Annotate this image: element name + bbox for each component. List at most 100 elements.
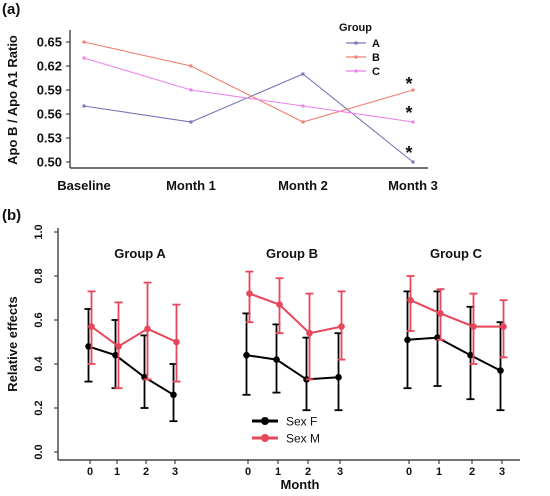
x-tick-label: Month 3 bbox=[388, 178, 438, 193]
series-point-sex-m bbox=[500, 323, 507, 330]
facet-group-c: Group C 0 1 2 3 bbox=[403, 246, 508, 478]
series-point-sex-m bbox=[144, 325, 151, 333]
series-point-sex-f bbox=[467, 351, 474, 359]
panel-a-y-ticks: 0.65 0.62 0.59 0.56 0.53 0.50 bbox=[37, 35, 70, 170]
facet-group-a: Group A 0 1 2 3 bbox=[84, 246, 181, 478]
y-tick-label: 0.53 bbox=[37, 131, 62, 146]
series-point-sex-m bbox=[115, 343, 122, 350]
series-point-c bbox=[411, 120, 415, 124]
significance-star: * bbox=[405, 103, 412, 123]
series-point-sex-m bbox=[306, 329, 313, 337]
series-point-sex-m bbox=[407, 296, 414, 304]
legend-swatch-marker bbox=[354, 55, 358, 59]
legend-label: Sex F bbox=[286, 415, 317, 429]
facet-title: Group A bbox=[114, 246, 166, 261]
y-tick-label: 0.50 bbox=[37, 155, 62, 170]
series-point-a bbox=[301, 72, 305, 76]
panel-b-y-axis-label: Relative effects bbox=[5, 296, 20, 391]
x-tick-label: 2 bbox=[469, 466, 475, 478]
facet-title: Group C bbox=[430, 246, 483, 261]
x-tick-label: 3 bbox=[172, 466, 178, 478]
series-point-a bbox=[82, 104, 86, 108]
panel-a-x-ticks: Baseline Month 1 Month 2 Month 3 bbox=[57, 178, 438, 193]
panel-a-label: (a) bbox=[2, 1, 20, 18]
series-point-c bbox=[189, 88, 193, 92]
x-tick-label: 1 bbox=[114, 466, 120, 478]
series-line-b bbox=[83, 41, 414, 123]
series-point-b bbox=[189, 64, 193, 68]
series-point-sex-m bbox=[173, 338, 180, 346]
facet-group-b: Group B 0 1 2 3 bbox=[242, 246, 346, 478]
legend-items: ABC bbox=[346, 38, 380, 78]
series-point-c bbox=[82, 56, 86, 60]
x-tick-label: 1 bbox=[436, 466, 442, 478]
series-point-sex-f bbox=[335, 373, 342, 381]
panel-b-label: (b) bbox=[2, 207, 21, 224]
panel-a-significance-markers: * * * bbox=[405, 74, 412, 163]
x-tick-label: 0 bbox=[87, 466, 93, 478]
y-tick-label: 1.0 bbox=[33, 224, 45, 239]
legend-label: Sex M bbox=[286, 432, 320, 446]
series-point-sex-f bbox=[112, 351, 119, 359]
series-line-sex-f bbox=[246, 354, 339, 381]
panel-b-x-axis-label: Month bbox=[281, 477, 320, 492]
legend-swatch-marker bbox=[261, 417, 269, 425]
facet-title: Group B bbox=[266, 246, 318, 261]
series-line-c bbox=[83, 57, 414, 123]
panel-b: (b) Relative effects 1.00.80.60.40.20.0 … bbox=[2, 207, 520, 492]
x-tick-label: Month 1 bbox=[166, 178, 216, 193]
series-line-sex-f bbox=[88, 345, 175, 396]
significance-star: * bbox=[405, 143, 412, 163]
series-point-sex-f bbox=[243, 351, 250, 359]
series-point-sex-m bbox=[437, 310, 444, 317]
y-tick-label: 0.6 bbox=[33, 312, 45, 327]
x-tick-label: Month 2 bbox=[278, 178, 328, 193]
legend-title: Group bbox=[339, 22, 372, 34]
panel-b-y-ticks: 1.0 0.8 0.6 0.4 0.2 0.0 bbox=[33, 224, 58, 460]
panel-a: (a) Apo B / Apo A1 Ratio 0.65 0.62 0.59 0.5… bbox=[2, 1, 438, 193]
series-point-a bbox=[189, 120, 193, 124]
series-line-a bbox=[83, 73, 414, 163]
series-line-sex-f bbox=[407, 336, 501, 372]
series-point-sex-m bbox=[338, 323, 345, 330]
legend-swatch-marker bbox=[261, 434, 269, 442]
series-point-sex-m bbox=[276, 301, 283, 308]
series-line-sex-m bbox=[249, 292, 342, 335]
series-line-sex-m bbox=[410, 299, 504, 328]
series-point-sex-m bbox=[470, 323, 477, 330]
series-point-b bbox=[82, 40, 86, 44]
y-tick-label: 0.56 bbox=[37, 107, 62, 122]
panel-b-facets: Group A 0 1 2 3 Group B 0 1 2 3 Group C 0 1 2 3 bbox=[84, 246, 508, 478]
series-point-sex-m bbox=[88, 323, 95, 330]
y-tick-label: 0.4 bbox=[33, 355, 45, 371]
series-point-sex-f bbox=[170, 391, 177, 399]
legend-label-a: A bbox=[372, 38, 380, 50]
x-tick-label: 2 bbox=[305, 466, 311, 478]
significance-star: * bbox=[405, 74, 412, 94]
series-point-b bbox=[301, 120, 305, 124]
x-tick-label: 0 bbox=[406, 466, 412, 478]
x-tick-label: 0 bbox=[245, 466, 251, 478]
series-line-sex-m bbox=[90, 325, 177, 348]
panel-a-series bbox=[82, 40, 415, 164]
y-tick-label: 0.8 bbox=[33, 268, 45, 283]
series-point-sex-f bbox=[273, 356, 280, 363]
x-tick-label: 3 bbox=[499, 466, 505, 478]
panel-b-legend: Sex F Sex M bbox=[252, 415, 320, 446]
y-tick-label: 0.65 bbox=[37, 35, 62, 50]
y-tick-label: 0.59 bbox=[37, 83, 62, 98]
y-tick-label: 0.62 bbox=[37, 59, 62, 74]
legend-swatch-marker bbox=[354, 69, 358, 73]
y-tick-label: 0.2 bbox=[33, 400, 45, 415]
series-point-sex-f bbox=[497, 367, 504, 374]
series-point-a bbox=[411, 160, 415, 164]
legend-label-c: C bbox=[372, 66, 380, 78]
panel-a-legend: Group ABC bbox=[339, 22, 380, 78]
series-point-b bbox=[411, 88, 415, 92]
legend-swatch-marker bbox=[354, 41, 358, 45]
panel-a-y-axis-label: Apo B / Apo A1 Ratio bbox=[5, 35, 20, 165]
x-tick-label: Baseline bbox=[57, 178, 110, 193]
x-tick-label: 2 bbox=[143, 466, 149, 478]
y-tick-label: 0.0 bbox=[33, 444, 45, 459]
